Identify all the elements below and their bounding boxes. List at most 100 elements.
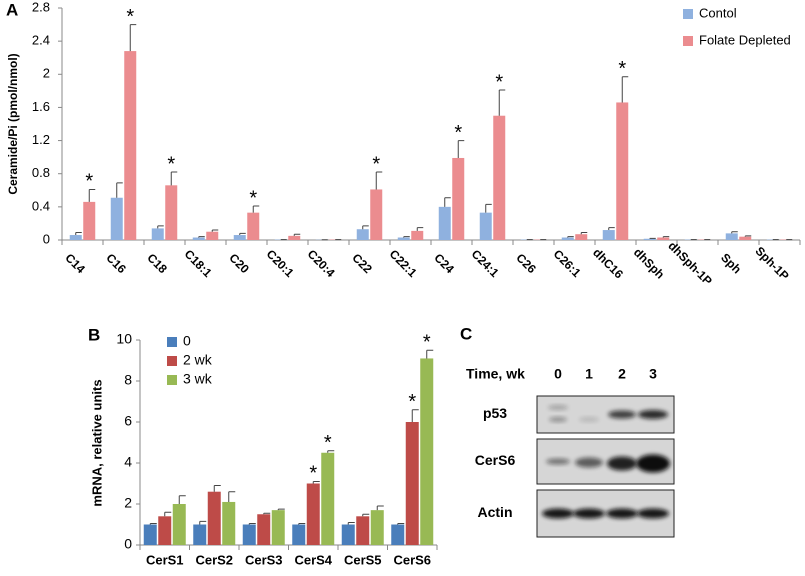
y-tick-label: 8 <box>124 372 132 388</box>
bar <box>234 235 246 240</box>
error-bar <box>622 77 628 103</box>
bar <box>370 189 382 240</box>
bar <box>111 198 123 240</box>
blot-band <box>546 459 570 465</box>
error-bar <box>165 512 172 516</box>
legend-swatch <box>167 337 177 347</box>
error-bar <box>214 486 221 492</box>
x-tick-label: Sph <box>718 250 744 276</box>
bar <box>439 207 451 240</box>
error-bar <box>499 90 505 116</box>
error-bar <box>609 228 615 230</box>
legend-swatch <box>167 356 177 366</box>
bar <box>616 102 628 240</box>
bar <box>247 213 259 240</box>
legend-swatch <box>683 9 693 19</box>
bar <box>391 525 404 546</box>
legend-swatch <box>167 375 177 385</box>
error-bar <box>294 234 300 236</box>
x-tick-label: C14 <box>62 251 88 277</box>
bar <box>739 237 751 240</box>
bar <box>173 504 186 545</box>
y-tick-label: 0 <box>43 231 50 246</box>
error-bar <box>179 496 186 504</box>
x-tick-label: C22 <box>349 251 375 277</box>
significance-marker: * <box>618 58 626 80</box>
error-bar <box>240 233 246 235</box>
error-bar <box>199 237 205 238</box>
significance-marker: * <box>454 122 462 144</box>
y-tick-label: 2 <box>43 66 50 81</box>
panel-label: C <box>460 324 472 343</box>
error-bar <box>445 198 451 207</box>
blot-band <box>548 405 568 410</box>
x-tick-label: C24:1 <box>469 247 502 280</box>
bar <box>158 516 171 545</box>
error-bar <box>117 183 123 198</box>
blot-lane-label: 3 <box>649 366 657 382</box>
bar <box>356 516 369 545</box>
blot-column-header: Time, wk <box>466 366 525 382</box>
bar <box>493 116 505 240</box>
error-bar <box>158 226 164 228</box>
bar <box>411 231 423 240</box>
x-tick-label: C20 <box>226 251 252 277</box>
bar <box>371 510 384 545</box>
bar <box>452 158 464 240</box>
blot-band <box>575 458 603 468</box>
bar <box>357 229 369 240</box>
bar <box>152 228 164 240</box>
panel-label: A <box>6 0 18 19</box>
error-bar <box>486 204 492 212</box>
x-tick-label: CerS5 <box>344 552 382 567</box>
bar <box>193 238 205 240</box>
bar <box>726 233 738 240</box>
blot-band <box>542 509 574 519</box>
legend-label: 2 wk <box>183 352 213 368</box>
error-bar <box>264 513 271 514</box>
error-bar <box>417 228 423 231</box>
y-tick-label: 4 <box>124 454 132 470</box>
blot-row-label: p53 <box>483 405 507 421</box>
bar <box>657 238 669 240</box>
error-bar <box>732 232 738 234</box>
x-tick-label: C26 <box>513 251 539 277</box>
x-tick-label: C16 <box>103 251 129 277</box>
y-tick-label: 10 <box>116 331 132 347</box>
error-bar <box>229 492 236 502</box>
bar <box>208 492 221 545</box>
blot-band <box>549 417 567 422</box>
bar <box>307 484 320 546</box>
bar <box>603 230 615 240</box>
x-tick-label: C26:1 <box>551 247 584 280</box>
bar <box>243 525 256 546</box>
blot-row-label: CerS6 <box>475 452 516 468</box>
blot-band <box>607 457 637 471</box>
x-tick-label: CerS3 <box>245 552 283 567</box>
blot-band <box>606 509 638 519</box>
y-axis-label: mRNA, relative units <box>89 379 104 506</box>
significance-marker: * <box>495 71 503 93</box>
bar <box>272 510 285 545</box>
error-bar <box>581 233 587 235</box>
significance-marker: * <box>167 153 175 175</box>
bar <box>193 525 206 546</box>
significance-marker: * <box>309 463 317 485</box>
significance-marker: * <box>85 171 93 193</box>
y-tick-label: 0.8 <box>32 165 50 180</box>
bar <box>398 238 410 240</box>
legend-label: Contol <box>699 5 737 20</box>
bar <box>406 422 419 545</box>
x-tick-label: C24 <box>431 251 457 277</box>
x-tick-label: C20:1 <box>264 247 297 280</box>
y-tick-label: 2 <box>124 495 132 511</box>
legend-label: 0 <box>183 333 191 349</box>
y-tick-label: 2.8 <box>32 0 50 14</box>
significance-marker: * <box>423 332 431 354</box>
x-tick-label: C20:4 <box>305 247 338 280</box>
significance-marker: * <box>126 6 134 28</box>
error-bar <box>150 523 157 524</box>
x-tick-label: dhSph <box>631 245 667 281</box>
x-tick-label: dhSph-1P <box>665 239 714 288</box>
